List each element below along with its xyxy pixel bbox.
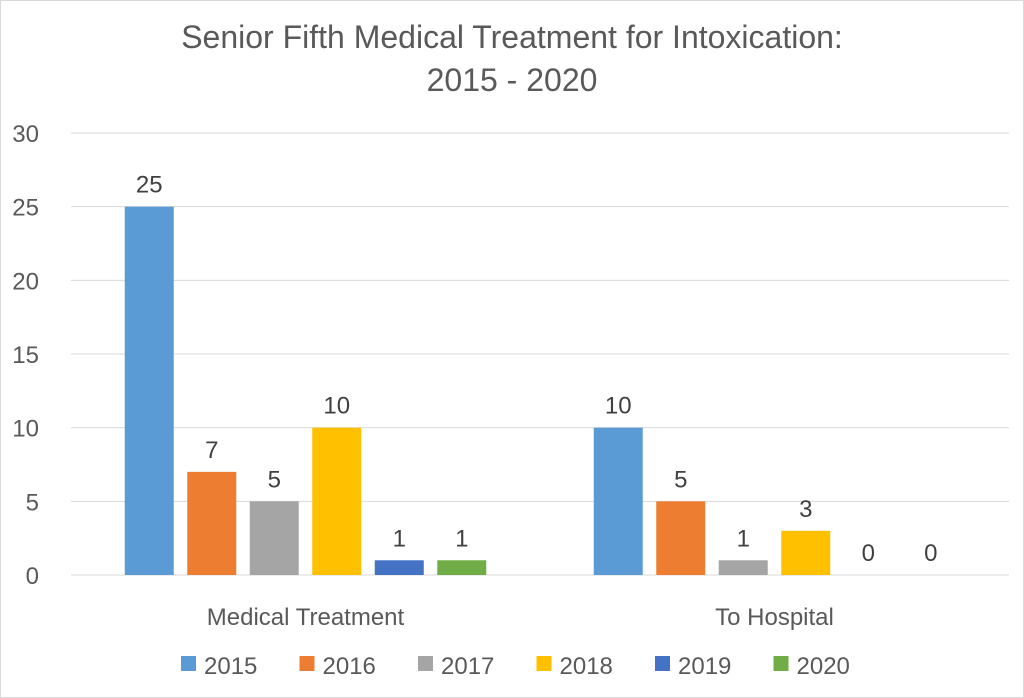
- data-label-2017-0: 5: [268, 466, 281, 493]
- data-label-2018-0: 10: [323, 393, 350, 420]
- bar-2018-0: [312, 427, 362, 575]
- data-label-2017-1: 1: [737, 525, 750, 552]
- legend-label-2018: 2018: [560, 653, 613, 680]
- bar-2015-1: [593, 427, 643, 575]
- y-tick-label: 10: [12, 416, 39, 443]
- legend-swatch-2015: [181, 656, 196, 671]
- bar-2017-1: [718, 560, 768, 575]
- x-axis-categories: Medical Treatment To Hospital: [207, 604, 834, 631]
- bar-2020-0: [437, 560, 487, 575]
- y-tick-label: 30: [12, 121, 39, 148]
- data-label-2015-0: 25: [136, 172, 163, 199]
- legend-swatch-2016: [299, 656, 315, 671]
- y-tick-label: 20: [12, 268, 39, 295]
- legend-swatch-2020: [773, 656, 789, 671]
- legend: 2015 2016 2017 2018 2019 2020: [181, 653, 850, 680]
- y-tick-label: 0: [26, 563, 39, 590]
- legend-label-2020: 2020: [797, 653, 850, 680]
- bar-2016-1: [656, 501, 706, 575]
- legend-label-2016: 2016: [323, 653, 376, 680]
- data-label-2019-1: 0: [862, 540, 875, 567]
- bar-2019-0: [374, 560, 424, 575]
- legend-label-2017: 2017: [441, 653, 494, 680]
- data-label-2018-1: 3: [799, 496, 812, 523]
- data-label-2016-1: 5: [674, 466, 687, 493]
- legend-label-2019: 2019: [678, 653, 731, 680]
- legend-label-2015: 2015: [204, 653, 257, 680]
- data-label-2015-1: 10: [605, 393, 632, 420]
- y-tick-label: 25: [12, 195, 39, 222]
- data-label-2016-0: 7: [205, 437, 218, 464]
- legend-swatch-2018: [536, 656, 552, 671]
- bars: [124, 206, 831, 575]
- legend-swatch-2017: [418, 656, 433, 671]
- y-tick-label: 5: [26, 489, 39, 516]
- category-label: Medical Treatment: [207, 604, 405, 631]
- data-label-2020-0: 1: [455, 525, 468, 552]
- data-labels: 25 7 5 10 1 1 10 5 1 3 0 0: [136, 172, 938, 567]
- bar-2015-0: [124, 206, 174, 575]
- bar-2016-0: [187, 471, 237, 575]
- y-axis-ticks: 0 5 10 15 20 25 30: [12, 121, 39, 590]
- bar-2017-0: [249, 501, 299, 575]
- chart-subtitle: 2015 - 2020: [427, 62, 598, 98]
- data-label-2020-1: 0: [924, 540, 937, 567]
- chart-title: Senior Fifth Medical Treatment for Intox…: [181, 19, 843, 55]
- category-label: To Hospital: [715, 604, 834, 631]
- data-label-2019-0: 1: [393, 525, 406, 552]
- y-tick-label: 15: [12, 342, 39, 369]
- bar-2018-1: [781, 530, 831, 575]
- legend-swatch-2019: [655, 656, 670, 671]
